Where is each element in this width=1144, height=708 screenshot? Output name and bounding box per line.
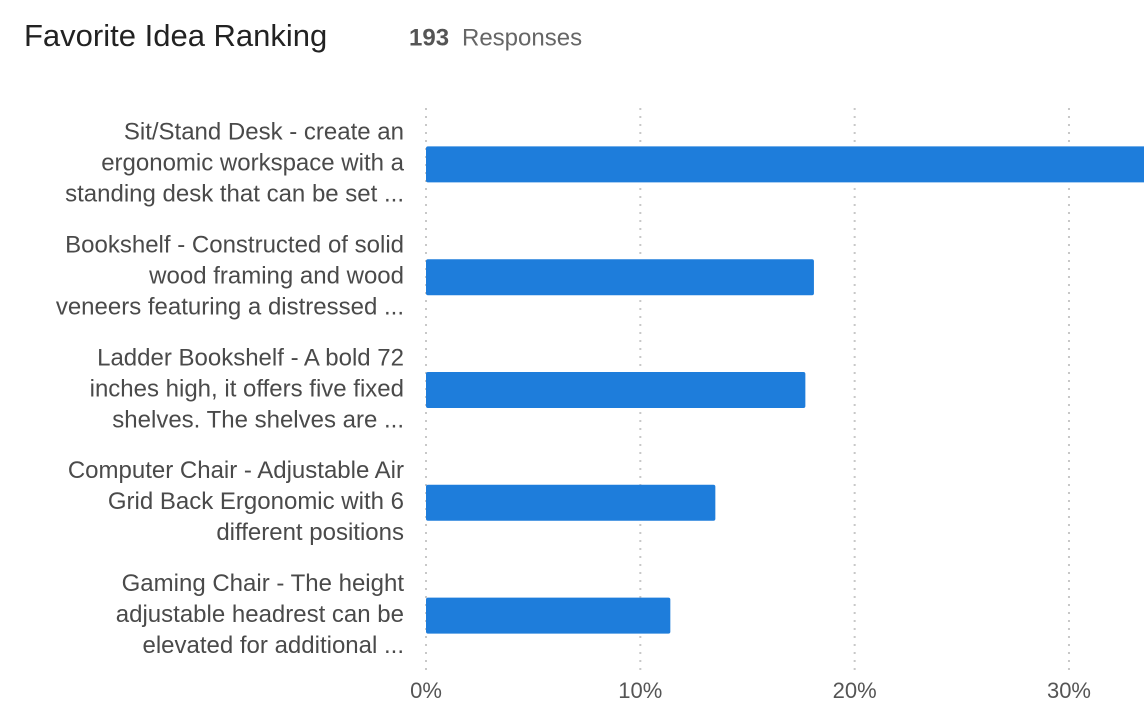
category-label: elevated for additional ...	[142, 632, 404, 659]
category-label: Grid Back Ergonomic with 6	[108, 488, 404, 515]
response-count: 193	[409, 24, 449, 51]
category-label: Ladder Bookshelf - A bold 72	[97, 344, 404, 371]
category-label: veneers featuring a distressed ...	[56, 294, 404, 321]
bar	[426, 146, 1144, 183]
category-label: ergonomic workspace with a	[101, 150, 404, 177]
category-label: inches high, it offers five fixed	[90, 375, 404, 402]
category-label: Computer Chair - Adjustable Air	[68, 457, 404, 484]
bar	[426, 597, 671, 634]
response-label: Responses	[462, 24, 582, 51]
category-label: Gaming Chair - The height	[122, 570, 405, 597]
category-label: adjustable headrest can be	[116, 601, 404, 628]
x-tick-label: 30%	[1047, 678, 1091, 703]
category-label: standing desk that can be set ...	[65, 181, 404, 208]
x-tick-label: 20%	[833, 678, 877, 703]
chart-title: Favorite Idea Ranking	[24, 18, 327, 53]
category-label: Sit/Stand Desk - create an	[124, 119, 404, 146]
bar	[426, 259, 814, 296]
category-label: wood framing and wood	[148, 263, 404, 290]
x-tick-label: 0%	[410, 678, 442, 703]
bar	[426, 372, 806, 408]
x-tick-label: 10%	[618, 678, 662, 703]
category-label: shelves. The shelves are ...	[112, 406, 404, 433]
category-label: different positions	[216, 519, 404, 546]
bar	[426, 484, 716, 521]
category-label: Bookshelf - Constructed of solid	[65, 232, 404, 259]
